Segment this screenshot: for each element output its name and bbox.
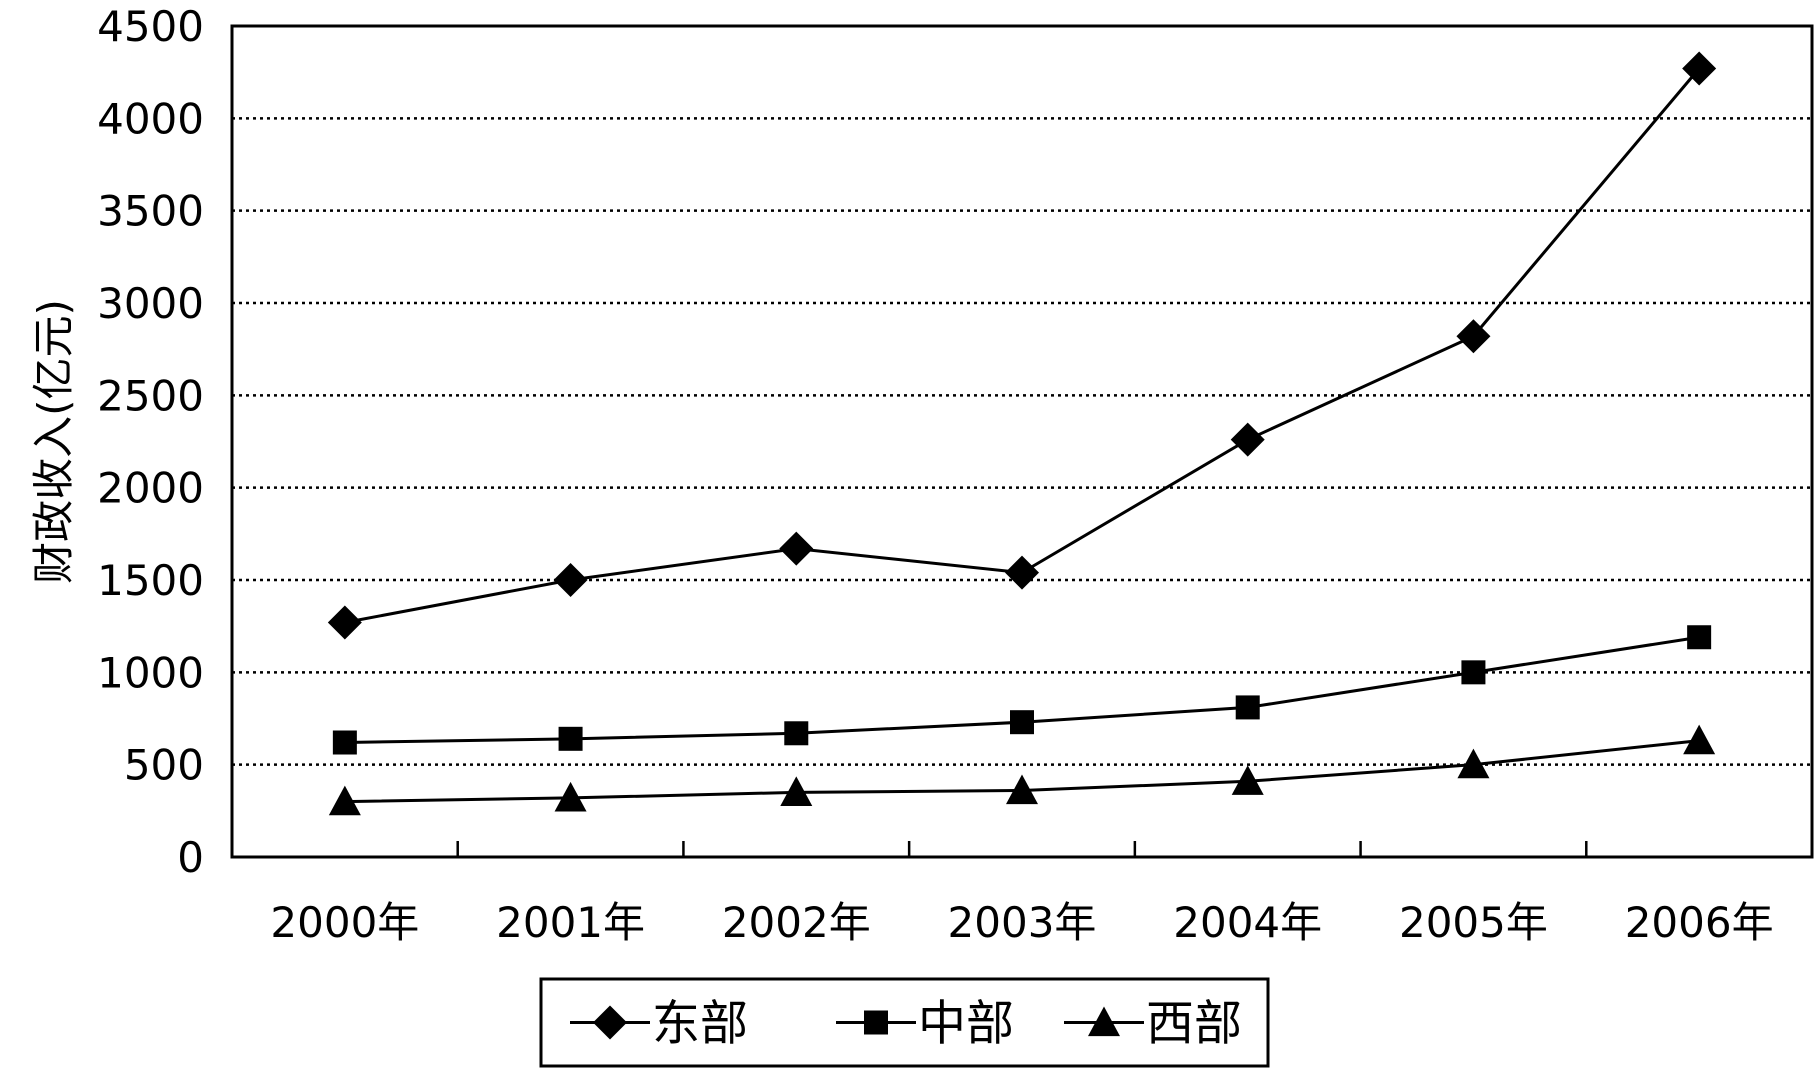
data-point-diamond — [1456, 319, 1491, 354]
series-group — [327, 51, 1717, 816]
data-point-diamond — [1005, 555, 1039, 590]
data-point-triangle — [780, 776, 813, 806]
y-axis-ticks: 0 500 1000 1500 2000 2500 3000 3500 4000 4500 — [97, 2, 204, 882]
y-tick-label: 0 — [177, 833, 204, 882]
legend-swatch-marker — [864, 1010, 888, 1035]
series-line — [344, 67, 1701, 624]
x-tick-label: 2002年 — [722, 898, 871, 947]
y-tick-label: 2500 — [97, 371, 204, 420]
y-tick-label: 3000 — [97, 279, 204, 328]
legend: 东部 中部 西部 — [539, 977, 1270, 1068]
x-tick-label: 2006年 — [1625, 898, 1774, 947]
data-point-square — [1461, 660, 1486, 685]
data-point-square — [1687, 625, 1712, 650]
y-tick-label: 2000 — [97, 464, 204, 513]
data-point-square — [1235, 695, 1260, 720]
y-tick-label: 4500 — [97, 2, 204, 51]
data-point-diamond — [1682, 51, 1717, 86]
series-3 — [328, 724, 1716, 816]
x-tick-label: 2000年 — [270, 898, 419, 947]
series-1 — [327, 51, 1717, 640]
legend-item-2: 中部 — [836, 996, 1014, 1052]
y-tick-label: 500 — [124, 741, 204, 790]
data-point-triangle — [1457, 748, 1490, 779]
data-point-square — [1010, 710, 1034, 735]
y-tick-label: 4000 — [97, 94, 204, 143]
legend-label: 东部 — [652, 996, 748, 1052]
data-point-triangle — [328, 785, 361, 816]
legend-item-1: 东部 — [570, 996, 748, 1052]
x-tick-label: 2001年 — [496, 898, 645, 947]
y-tick-label: 1500 — [97, 556, 204, 605]
data-point-diamond — [327, 605, 362, 640]
legend-item-3: 西部 — [1064, 996, 1242, 1052]
x-tick-label: 2005年 — [1399, 898, 1548, 947]
data-point-diamond — [779, 531, 814, 566]
data-point-triangle — [554, 781, 587, 812]
data-point-triangle — [1006, 774, 1038, 805]
data-point-diamond — [553, 563, 588, 597]
y-tick-label: 1000 — [97, 648, 204, 697]
data-point-triangle — [1683, 724, 1716, 755]
data-point-diamond — [1230, 422, 1265, 457]
legend-swatch-marker — [593, 1005, 627, 1040]
gridlines — [232, 117, 1812, 766]
series-2 — [332, 625, 1712, 755]
data-point-square — [558, 726, 583, 751]
y-tick-label: 3500 — [97, 187, 204, 236]
legend-label: 中部 — [918, 996, 1014, 1052]
y-axis-label: 财政收入(亿元) — [29, 299, 78, 584]
legend-swatch-marker — [1088, 1006, 1120, 1037]
data-point-square — [784, 721, 809, 746]
data-point-triangle — [1231, 765, 1264, 795]
legend-label: 西部 — [1146, 996, 1242, 1052]
data-point-square — [332, 730, 357, 755]
x-tick-label: 2004年 — [1173, 898, 1322, 947]
x-axis-ticks: 2000年 2001年 2002年 2003年 2004年 2005年 2006年 — [270, 841, 1774, 947]
plot-area-frame — [230, 24, 1814, 859]
x-tick-label: 2003年 — [948, 898, 1097, 947]
